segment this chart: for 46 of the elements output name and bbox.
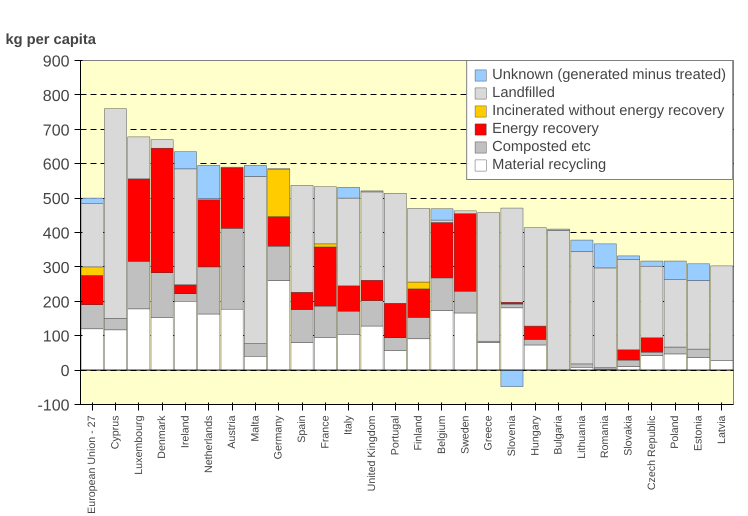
legend-label: Unknown (generated minus treated)	[492, 67, 726, 83]
legend-label: Incinerated without energy recovery	[492, 103, 724, 119]
legend-label: Landfilled	[492, 85, 555, 101]
x-tick-label: Romania	[599, 415, 612, 458]
legend-label: Energy recovery	[492, 121, 599, 137]
y-tick-label: 900	[42, 54, 70, 70]
x-tick-label: Greece	[482, 415, 495, 450]
y-axis-title: kg per capita	[6, 32, 97, 48]
y-tick-label: 0	[60, 363, 70, 380]
x-tick-label: Lithuania	[576, 415, 588, 459]
x-tick-label: Hungary	[529, 414, 542, 456]
x-tick-label: Latvia	[716, 415, 728, 444]
x-tick-label: European Union - 27	[86, 415, 98, 514]
x-tick-label: Germany	[272, 414, 285, 460]
x-tick-label: France	[319, 415, 332, 449]
y-tick-label: 300	[42, 260, 70, 277]
y-tick-label: 800	[42, 88, 70, 105]
legend-label: Material recycling	[492, 157, 606, 173]
x-tick-label: Malta	[249, 415, 262, 442]
x-tick-label: Slovakia	[622, 415, 635, 456]
x-tick-label: Bulgaria	[552, 415, 565, 455]
x-tick-label: Cyprus	[109, 415, 122, 450]
x-tick-label: Czech Republic	[646, 414, 658, 490]
x-tick-label: Spain	[296, 415, 308, 443]
y-tick-label: 200	[42, 294, 70, 312]
x-tick-label: Austria	[226, 415, 238, 449]
y-tick-label: 400	[42, 226, 70, 242]
y-tick-label: 500	[42, 191, 70, 208]
y-tick-label: 600	[42, 156, 70, 174]
x-tick-label: Slovenia	[506, 415, 518, 456]
y-tick-label: 700	[42, 122, 70, 140]
y-tick-label: -100	[37, 398, 70, 414]
x-tick-label: Estonia	[692, 415, 705, 452]
x-tick-label: United Kingdom	[366, 415, 378, 492]
x-tick-label: Netherlands	[202, 415, 215, 473]
x-tick-label: Luxembourg	[132, 415, 145, 475]
x-tick-label: Finland	[412, 415, 425, 450]
x-tick-label: Italy	[342, 414, 355, 436]
x-tick-label: Ireland	[179, 415, 192, 448]
x-tick-label: Denmark	[156, 414, 168, 459]
y-tick-label: 100	[42, 328, 70, 346]
x-tick-label: Portugal	[389, 415, 402, 456]
x-tick-label: Belgium	[436, 415, 448, 454]
legend-label: Composted etc	[492, 139, 591, 155]
x-tick-label: Poland	[669, 415, 682, 449]
x-tick-label: Sweden	[459, 415, 472, 454]
